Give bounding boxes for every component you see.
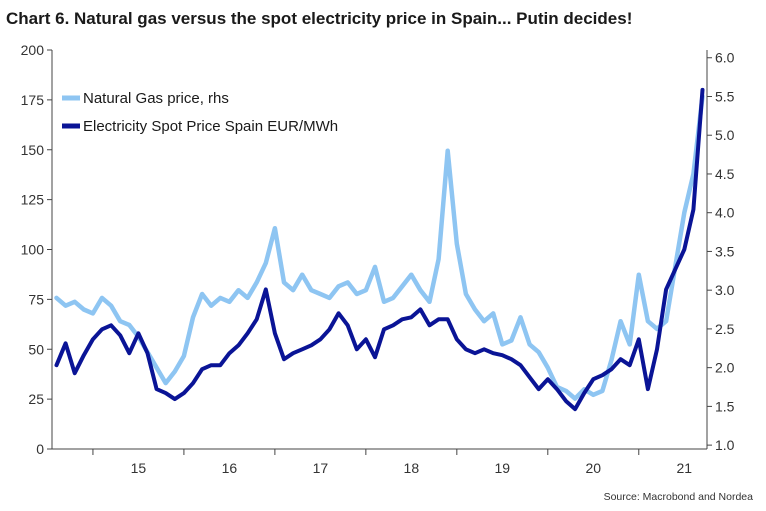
left-tick-label: 150: [21, 142, 45, 158]
right-tick-label: 1.0: [715, 437, 735, 453]
right-tick-label: 4.5: [715, 166, 735, 182]
legend: Natural Gas price, rhs Electricity Spot …: [62, 90, 338, 135]
left-tick-label: 100: [21, 242, 45, 258]
right-tick-label: 6.0: [715, 50, 735, 66]
x-tick-label: 17: [313, 460, 329, 476]
electricity-price-line: [54, 87, 705, 412]
right-tick-label: 3.0: [715, 282, 735, 298]
right-tick-label: 1.5: [715, 398, 735, 414]
x-axis-ticks: 15 16 17 18 19 20 21: [131, 460, 693, 476]
right-tick-label: 3.5: [715, 243, 735, 259]
left-axis-ticks: 0 25 50 75 100 125 150 175 200: [21, 42, 45, 457]
left-tick-label: 0: [36, 441, 44, 457]
left-tick-label: 25: [28, 391, 44, 407]
right-tick-label: 4.0: [715, 205, 735, 221]
right-tick-label: 5.5: [715, 88, 735, 104]
right-axis-ticks: 1.0 1.5 2.0 2.5 3.0 3.5 4.0 4.5 5.0 5.5 …: [715, 50, 735, 453]
x-tick-label: 20: [585, 460, 601, 476]
x-tick-label: 18: [404, 460, 420, 476]
series-layer: [54, 87, 705, 412]
axes-layer: [47, 49, 712, 455]
chart-title: Chart 6. Natural gas versus the spot ele…: [6, 9, 632, 28]
x-tick-label: 21: [676, 460, 692, 476]
left-tick-label: 125: [21, 192, 45, 208]
source-note: Source: Macrobond and Nordea: [604, 491, 754, 503]
right-tick-label: 2.5: [715, 321, 735, 337]
x-tick-label: 19: [495, 460, 511, 476]
left-tick-label: 175: [21, 92, 45, 108]
x-tick-label: 16: [222, 460, 238, 476]
legend-label-electricity: Electricity Spot Price Spain EUR/MWh: [83, 118, 338, 135]
x-tick-label: 15: [131, 460, 147, 476]
left-tick-label: 75: [28, 291, 44, 307]
right-tick-label: 2.0: [715, 360, 735, 376]
gas-price-line: [54, 94, 705, 401]
legend-label-gas: Natural Gas price, rhs: [83, 90, 229, 107]
left-tick-label: 50: [28, 341, 44, 357]
right-tick-label: 5.0: [715, 127, 735, 143]
left-tick-label: 200: [21, 42, 45, 58]
